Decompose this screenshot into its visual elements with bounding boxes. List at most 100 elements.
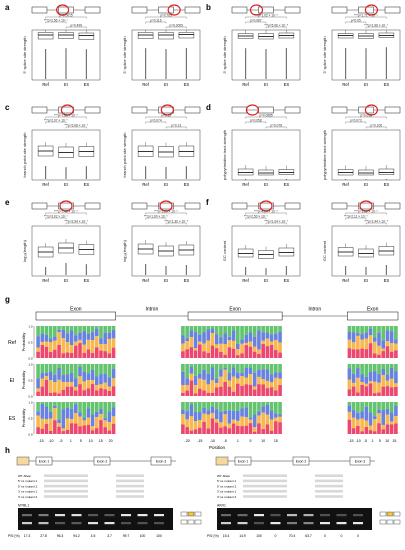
gene-exon-box bbox=[58, 202, 74, 210]
logo-letter-G bbox=[261, 412, 265, 430]
logo-letter-T bbox=[197, 388, 202, 396]
logo-letter-C bbox=[269, 374, 274, 383]
logo-letter-A bbox=[61, 402, 66, 410]
psi-value: 4.5 bbox=[91, 534, 96, 538]
isoform-exon bbox=[180, 511, 188, 517]
logo-letter-G bbox=[44, 341, 49, 347]
logo-letter-T bbox=[389, 387, 394, 396]
logo-letter-G bbox=[261, 379, 265, 385]
logo-letter-G bbox=[86, 339, 91, 350]
gene-exon-box bbox=[84, 106, 101, 114]
psi-value: 15.4 bbox=[223, 534, 230, 538]
logo-letter-C bbox=[248, 367, 253, 375]
logo-letter-C bbox=[377, 409, 381, 414]
logo-letter-T bbox=[236, 425, 240, 434]
logo-letter-C bbox=[197, 334, 202, 342]
seq-text-block bbox=[243, 490, 287, 493]
logo-letter-T bbox=[94, 390, 99, 396]
logo-segment-label: Exon bbox=[367, 307, 379, 313]
x-tick-label: ES bbox=[384, 278, 390, 283]
logo-letter-C bbox=[360, 334, 364, 340]
region-highlight-circle bbox=[364, 4, 379, 16]
logo-letter-C bbox=[368, 328, 373, 336]
logo-letter-A bbox=[351, 326, 356, 333]
logo-letter-G bbox=[244, 377, 249, 385]
logo-letter-C bbox=[111, 329, 116, 339]
isoform-exon bbox=[194, 511, 202, 517]
logo-letter-G bbox=[189, 337, 194, 348]
logo-letter-C bbox=[53, 405, 57, 409]
logo-letter-A bbox=[364, 326, 369, 333]
logo-letter-A bbox=[372, 402, 377, 417]
seq-text-block bbox=[116, 484, 144, 488]
x-tick-label: Ref bbox=[242, 182, 249, 187]
panel-letter-b: b bbox=[206, 3, 211, 12]
seq-text-block bbox=[116, 474, 144, 477]
logo-letter-C bbox=[269, 334, 274, 342]
comparison-bracket bbox=[245, 212, 287, 215]
logo-letter-G bbox=[53, 340, 57, 350]
logo-letter-A bbox=[53, 326, 57, 337]
y-axis-label: 5' splice site strength bbox=[122, 36, 127, 73]
logo-letter-C bbox=[57, 329, 61, 333]
logo-letter-A bbox=[69, 326, 74, 331]
logo-letter-C bbox=[74, 404, 78, 414]
logo-letter-G bbox=[219, 376, 223, 387]
logo-letter-C bbox=[202, 407, 206, 414]
comparison-bracket bbox=[165, 26, 187, 29]
logo-letter-A bbox=[210, 326, 215, 329]
gene-exon-box bbox=[231, 106, 248, 114]
logo-letter-G bbox=[381, 424, 386, 430]
logo-letter-T bbox=[389, 351, 394, 358]
logo-letter-T bbox=[65, 352, 70, 358]
logo-letter-A bbox=[347, 402, 352, 406]
logo-ylabel: Probability bbox=[21, 333, 26, 352]
gel-band-upper bbox=[88, 514, 98, 517]
gel-band-lower bbox=[154, 522, 164, 525]
logo-letter-C bbox=[78, 367, 82, 377]
logo-letter-A bbox=[86, 326, 91, 334]
logo-letter-C bbox=[227, 372, 232, 381]
logo-letter-C bbox=[69, 330, 74, 346]
region-highlight-circle bbox=[249, 4, 264, 16]
logo-letter-A bbox=[48, 402, 53, 412]
logo-letter-A bbox=[90, 326, 95, 333]
logo-letter-C bbox=[265, 369, 270, 381]
logo-letter-C bbox=[248, 417, 253, 420]
logo-y-tick: 0.0 bbox=[28, 395, 33, 399]
logo-letter-A bbox=[269, 402, 274, 411]
gene-exon-box bbox=[284, 106, 301, 114]
logo-letter-A bbox=[219, 364, 223, 370]
logo-letter-C bbox=[94, 376, 99, 386]
logo-letter-T bbox=[248, 346, 253, 358]
x-tick-label: EI bbox=[64, 278, 68, 283]
logo-letter-T bbox=[99, 350, 103, 358]
gel-band-upper bbox=[353, 514, 363, 517]
logo-exon-box bbox=[35, 311, 116, 321]
x-tick-label: Ref bbox=[342, 82, 349, 87]
logo-letter-A bbox=[181, 364, 185, 372]
x-tick-label: ES bbox=[284, 278, 290, 283]
logo-letter-G bbox=[61, 337, 66, 354]
logo-letter-A bbox=[377, 326, 381, 333]
iqr-box bbox=[378, 168, 395, 175]
logo-letter-C bbox=[368, 412, 373, 426]
logo-y-tick: 0.5 bbox=[28, 341, 33, 345]
logo-letter-G bbox=[44, 375, 49, 380]
gene-exon-box bbox=[284, 202, 301, 210]
gel-band-lower bbox=[320, 522, 330, 525]
logo-letter-G bbox=[61, 428, 66, 432]
logo-letter-C bbox=[347, 331, 352, 340]
logo-letter-A bbox=[36, 326, 40, 337]
logo-letter-G bbox=[65, 418, 70, 430]
logo-letter-T bbox=[214, 387, 219, 396]
logo-letter-T bbox=[185, 427, 189, 434]
logo-row-label: Ref bbox=[8, 340, 16, 346]
logo-letter-T bbox=[356, 425, 360, 434]
iqr-box bbox=[258, 169, 274, 176]
logo-letter-T bbox=[274, 421, 278, 434]
iqr-box bbox=[278, 247, 295, 257]
logo-letter-A bbox=[74, 364, 78, 379]
logo-letter-C bbox=[44, 372, 49, 376]
